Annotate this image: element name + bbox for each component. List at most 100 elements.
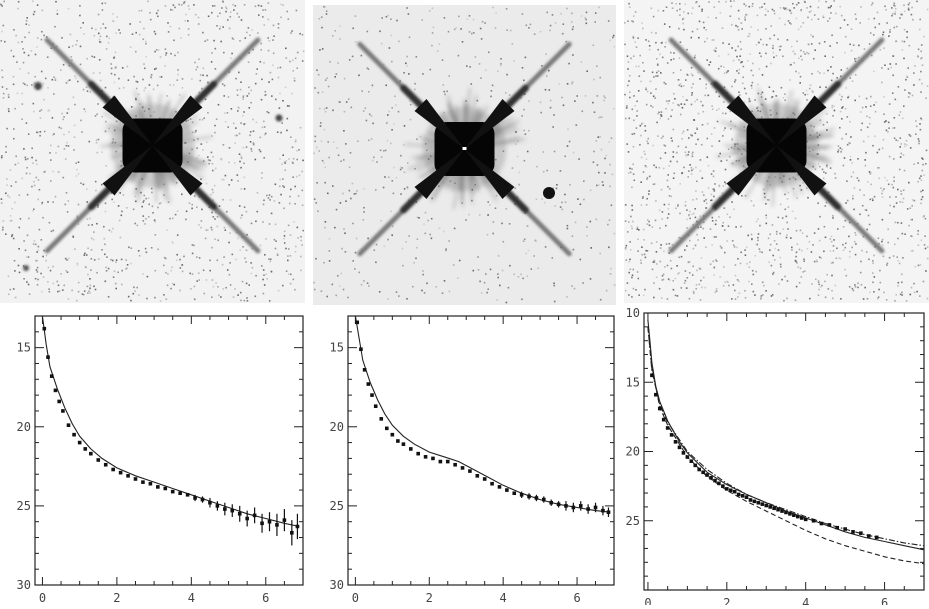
data-point [216,504,220,508]
data-point [701,470,705,474]
x-tick-label: 0 [39,591,46,605]
data-point [439,460,443,464]
data-point [83,447,87,451]
data-point [557,503,561,507]
data-point [296,525,300,529]
data-point [835,526,839,530]
data-point [54,389,58,393]
series-group [648,320,924,564]
data-point [812,519,816,523]
data-point [374,404,378,408]
x-tick-label: 2 [723,596,730,605]
data-point [461,466,465,470]
data-point [741,494,745,498]
data-point [709,476,713,480]
data-point [686,455,690,459]
data-point [784,511,788,515]
y-tick-label: 25 [330,499,344,513]
data-point [535,496,539,500]
data-point [776,508,780,512]
data-point [761,502,765,506]
plot-frame [348,316,614,585]
data-point [367,382,371,386]
data-point [149,482,153,486]
data-point [804,518,808,522]
data-point [512,491,516,495]
data-point [780,509,784,513]
data-point [72,433,76,437]
data-point [290,531,294,535]
x-tick-label: 4 [802,596,809,605]
data-point [674,440,678,444]
data-point [505,488,509,492]
data-point [764,504,768,508]
x-tick-label: 2 [426,591,433,605]
data-point [363,368,367,372]
y-tick-label: 15 [330,341,344,355]
data-point [446,460,450,464]
data-point [851,530,855,534]
data-point [260,521,264,525]
x-tick-label: 6 [262,591,269,605]
data-point [745,495,749,499]
data-point [283,518,287,522]
data-point [579,504,583,508]
field-source [34,82,42,90]
data-point [682,451,686,455]
data-point [89,452,93,456]
data-point [520,493,524,497]
data-point [713,479,717,483]
y-tick-label: 25 [626,514,640,528]
y-tick-label: 20 [17,420,31,434]
data-point [859,531,863,535]
series-group [42,316,299,545]
data-point [61,409,65,413]
data-point [141,480,145,484]
data-point [662,418,666,422]
data-point [67,423,71,427]
data-point [800,516,804,520]
companion-source [543,187,555,199]
data-point [253,514,257,518]
field-source [276,115,283,122]
data-point [483,477,487,481]
data-point [370,393,374,397]
data-point [476,474,480,478]
data-point [46,355,50,359]
data-point [78,441,82,445]
data-point [201,498,205,502]
data-point [749,498,753,502]
data-point [223,507,227,511]
data-point [230,509,234,513]
data-point [542,498,546,502]
data-point [385,427,389,431]
data-point [772,506,776,510]
x-tick-label: 0 [352,591,359,605]
data-point [391,433,395,437]
data-point [549,501,553,505]
star-image-3 [624,0,929,303]
data-point [50,374,54,378]
data-point [586,507,590,511]
data-point [275,523,279,527]
x-tick-label: 4 [500,591,507,605]
y-tick-label: 25 [17,499,31,513]
data-point [792,513,796,517]
data-point [238,512,242,516]
y-tick-label: 30 [330,578,344,592]
data-point [468,469,472,473]
data-point [245,517,249,521]
data-point [490,482,494,486]
data-point [498,485,502,489]
star-image-1 [0,0,305,303]
data-point [163,487,167,491]
data-point [409,447,413,451]
